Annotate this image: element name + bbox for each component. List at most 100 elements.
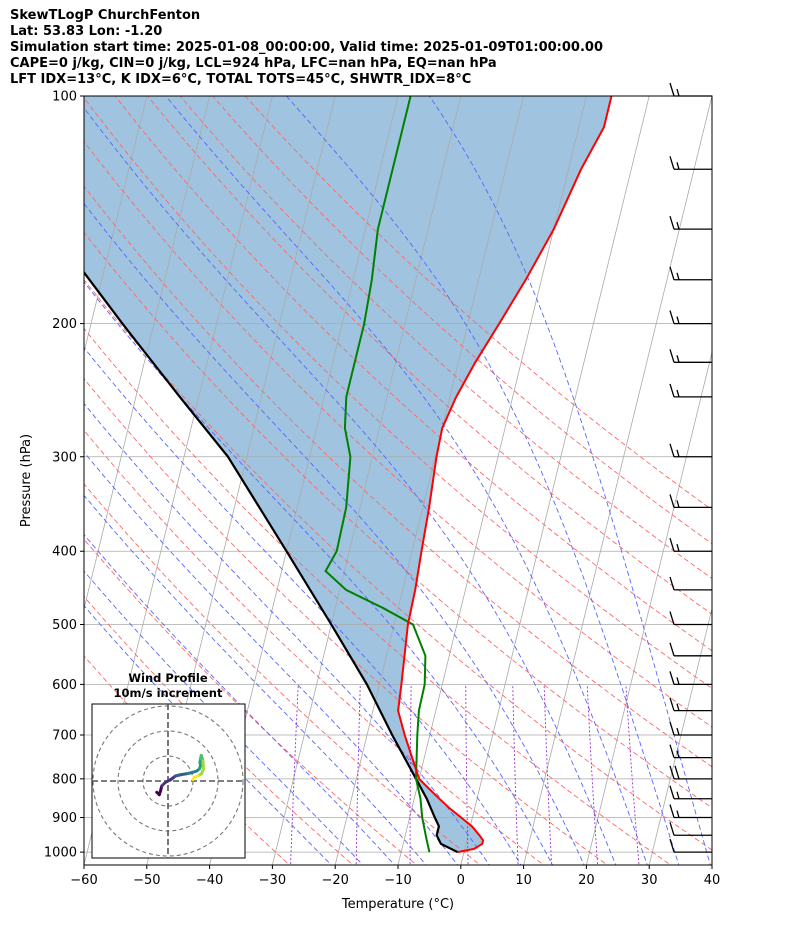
barb-full <box>669 383 675 398</box>
wind-barb <box>669 215 712 230</box>
barb-half <box>676 791 680 799</box>
wind-barb <box>669 383 712 398</box>
isotherm-line <box>523 96 712 865</box>
y-axis-label: Pressure (hPa) <box>19 434 34 527</box>
barb-full <box>669 838 675 853</box>
isotherm-line <box>272 96 462 865</box>
wind-barb <box>669 611 712 626</box>
temperature-line <box>397 96 613 854</box>
barb-full <box>669 576 675 591</box>
wind-barb <box>669 765 712 780</box>
barb-full <box>669 822 675 836</box>
moist-adiabat-line <box>84 402 490 865</box>
dry-adiabat-line <box>84 140 712 728</box>
barb-full <box>669 494 675 508</box>
dry-adiabat-line <box>84 279 712 851</box>
hodograph-clipped <box>92 704 245 858</box>
y-tick-label: 200 <box>52 317 77 332</box>
mixing-ratio-line <box>355 684 361 865</box>
y-tick-label: 900 <box>52 811 77 826</box>
barb-full <box>669 310 675 324</box>
wind-barbs <box>669 82 712 853</box>
dry-adiabat-line <box>179 96 712 580</box>
isotherm-line <box>586 350 712 865</box>
x-tick-label: 10 <box>515 873 532 888</box>
wind-barb <box>669 642 712 657</box>
x-axis-label: Temperature (°C) <box>341 897 454 912</box>
barb-half <box>676 88 680 97</box>
y-tick-label: 100 <box>52 90 77 105</box>
wind-barb <box>669 156 712 170</box>
barb-full <box>669 156 675 170</box>
isotherm-line <box>460 96 650 865</box>
moist-adiabat-line <box>84 107 617 865</box>
y-tick-label: 1000 <box>44 846 77 861</box>
y-tick-label: 500 <box>52 618 77 633</box>
barb-full <box>669 538 675 552</box>
moist-adiabat-line <box>84 202 585 865</box>
cape-cin-shading <box>84 96 612 853</box>
isotherm-line <box>648 606 712 865</box>
y-tick-label: 800 <box>52 772 77 787</box>
barb-half <box>676 750 680 758</box>
wind-barb <box>669 721 712 736</box>
barb-full <box>669 721 675 736</box>
moist-adiabat-line <box>84 346 522 865</box>
barb-full <box>669 611 675 625</box>
barb-full <box>669 215 675 230</box>
barb-full <box>669 744 675 758</box>
isotherm-line <box>334 96 524 865</box>
dry-adiabat-line <box>212 96 712 545</box>
moist-adiabat-line <box>84 570 364 865</box>
extra-indices: LFT IDX=13°C, K IDX=6°C, TOTAL TOTS=45°C… <box>10 72 472 87</box>
barb-full <box>669 266 675 280</box>
barb-half <box>676 727 680 736</box>
parcel-profile-line <box>84 270 459 854</box>
barb-full <box>674 765 680 780</box>
mixing-ratio-line <box>586 684 599 865</box>
wind-barb <box>669 494 712 509</box>
barb-full <box>669 82 675 97</box>
moist-adiabat-line <box>165 96 648 865</box>
barb-full <box>669 697 675 711</box>
y-tick-label: 700 <box>52 728 77 743</box>
wind-barb <box>669 838 712 853</box>
barb-full <box>669 785 675 799</box>
stability-indices: CAPE=0 j/kg, CIN=0 j/kg, LCL=924 hPa, LF… <box>10 56 497 71</box>
wind-barb <box>669 310 712 325</box>
dry-adiabat-line <box>84 327 672 865</box>
hodograph-segment <box>191 775 196 782</box>
moist-adiabat-line <box>84 605 332 865</box>
mixing-ratio-line <box>290 684 299 865</box>
barb-half <box>676 500 680 508</box>
x-tick-label: −40 <box>196 873 223 888</box>
barb-half <box>676 449 680 457</box>
x-tick-label: −20 <box>321 873 348 888</box>
wind-barb <box>669 785 712 800</box>
x-tick-label: 0 <box>457 873 465 888</box>
mixing-ratio-line <box>543 684 553 865</box>
dry-adiabat-line <box>84 377 608 865</box>
x-tick-label: 40 <box>704 873 721 888</box>
wind-barb <box>669 576 712 591</box>
wind-barb <box>669 443 712 458</box>
mixing-ratio-line <box>512 684 519 865</box>
x-tick-label: −60 <box>70 873 97 888</box>
isotherm-line <box>84 96 148 355</box>
barb-full <box>669 642 675 656</box>
isotherm-line <box>84 96 210 611</box>
wind-barb <box>669 266 712 281</box>
mixing-ratio-line <box>625 684 640 865</box>
wind-barb <box>669 538 712 552</box>
wind-barb <box>669 82 712 97</box>
y-tick-label: 300 <box>52 450 77 465</box>
barb-full <box>669 443 675 457</box>
barb-half <box>676 544 680 552</box>
barb-half <box>676 316 680 324</box>
barb-half <box>676 162 680 170</box>
x-tick-label: 20 <box>578 873 595 888</box>
barb-half <box>676 355 680 363</box>
x-tick-label: −30 <box>259 873 286 888</box>
